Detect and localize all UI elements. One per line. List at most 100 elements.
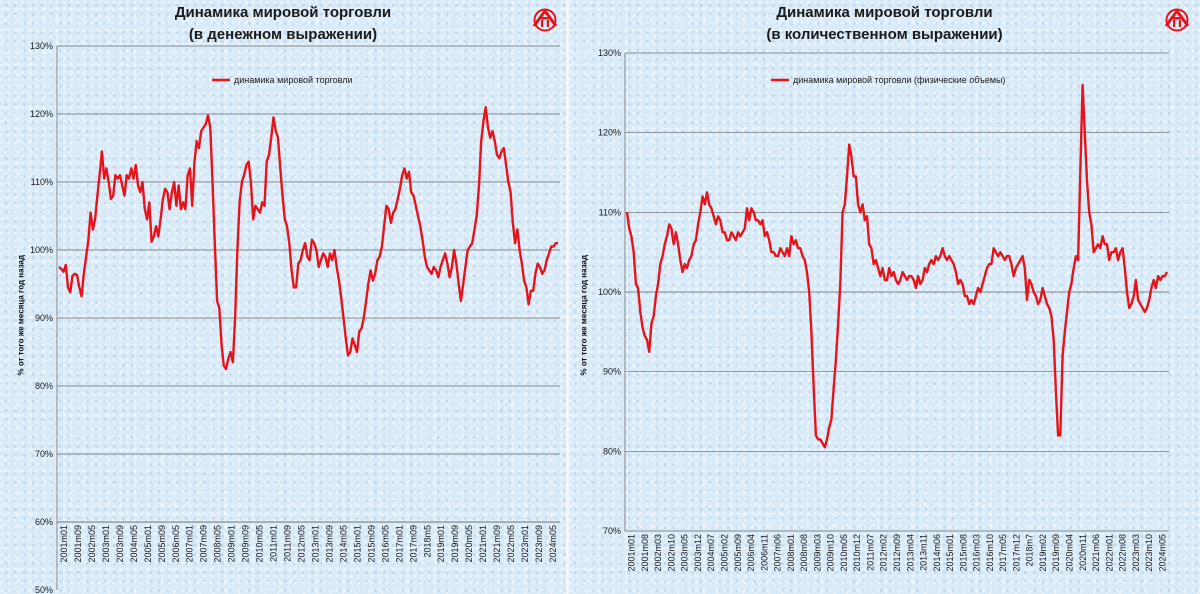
x-tick-label: 2013m01 bbox=[310, 525, 320, 563]
x-tick-label: 2010m05 bbox=[839, 534, 849, 572]
x-tick-label: 2021m09 bbox=[492, 525, 502, 563]
x-tick-label: 2005m09 bbox=[157, 525, 167, 563]
x-tick-label: 2019m09 bbox=[1051, 534, 1061, 572]
x-tick-label: 2012m09 bbox=[892, 534, 902, 572]
x-tick-label: 2015m08 bbox=[958, 534, 968, 572]
x-tick-label: 2005m09 bbox=[733, 534, 743, 572]
y-tick-label: 60% bbox=[35, 517, 53, 527]
y-tick-label: 70% bbox=[35, 449, 53, 459]
chart-title-quantity: Динамика мировой торговли (в количествен… bbox=[569, 2, 1200, 46]
company-logo-icon bbox=[1164, 8, 1190, 32]
x-tick-label: 2010m12 bbox=[852, 534, 862, 572]
x-tick-label: 2022m05 bbox=[506, 525, 516, 563]
x-tick-label: 2011m09 bbox=[283, 525, 293, 562]
x-tick-label: 2003m09 bbox=[115, 525, 125, 563]
x-tick-label: 2024m05 bbox=[548, 525, 558, 563]
x-tick-label: 2002m03 bbox=[653, 534, 663, 572]
x-tick-label: 2019m02 bbox=[1038, 534, 1048, 572]
x-tick-label: 2004m07 bbox=[706, 534, 716, 572]
x-tick-label: 2007m01 bbox=[185, 525, 195, 563]
x-tick-label: 2015m01 bbox=[352, 525, 362, 563]
x-tick-label: 2012m05 bbox=[297, 525, 307, 563]
chart-plot-value: 50% 60% 70% 80% 90% 100% 110% 120% 130% 2001m01 20… bbox=[30, 41, 560, 594]
x-tick-label: 2009m03 bbox=[812, 534, 822, 572]
x-tick-label: 2013m09 bbox=[324, 525, 334, 563]
y-tick-label: 100% bbox=[598, 287, 621, 297]
x-tick-label: 2015m09 bbox=[366, 525, 376, 563]
x-tick-label: 2013m11 bbox=[919, 534, 929, 571]
x-tick-label: 2001m01 bbox=[627, 534, 637, 572]
x-tick-label: 2016m10 bbox=[985, 534, 995, 572]
x-tick-label: 2018m5 bbox=[422, 525, 432, 558]
x-tick-label: 2011m07 bbox=[865, 534, 875, 571]
x-tick-label: 2007m09 bbox=[199, 525, 209, 563]
x-tick-label: 2022m08 bbox=[1118, 534, 1128, 572]
chart-title-line1: Динамика мировой торговли bbox=[776, 4, 993, 21]
x-tick-label: 2017m01 bbox=[394, 525, 404, 563]
x-tick-label: 2018m7 bbox=[1025, 534, 1035, 567]
y-tick-label: 70% bbox=[603, 526, 621, 536]
chart-plot-quantity: 70%80%90%100%110%120%130%2001m01 2001m08 2… bbox=[598, 48, 1169, 572]
x-tick-label: 2006m11 bbox=[759, 534, 769, 571]
x-tick-label: 2021m01 bbox=[478, 525, 488, 563]
x-tick-label: 2007m06 bbox=[773, 534, 783, 572]
y-tick-label: 130% bbox=[598, 48, 621, 58]
x-tick-label: 2009m09 bbox=[241, 525, 251, 563]
x-tick-label: 2020m04 bbox=[1064, 534, 1074, 572]
y-tick-label: 90% bbox=[603, 367, 621, 377]
chart-title-line1: Динамика мировой торговли bbox=[174, 4, 392, 21]
x-tick-label: 2023m09 bbox=[534, 525, 544, 563]
x-tick-label: 2006m04 bbox=[746, 534, 756, 572]
x-tick-label: 2023m01 bbox=[520, 525, 530, 563]
x-tick-label: 2020m05 bbox=[464, 525, 474, 563]
x-tick-label: 2008m05 bbox=[213, 525, 223, 563]
y-tick-label: 110% bbox=[599, 207, 621, 217]
x-tick-label: 2015m01 bbox=[945, 534, 955, 572]
x-tick-label: 2023m10 bbox=[1144, 534, 1154, 572]
series-line bbox=[625, 83, 1169, 449]
x-tick-label: 2019m01 bbox=[436, 525, 446, 563]
chart-title-value: Динамика мировой торговли (в денежном вы… bbox=[0, 2, 566, 46]
x-tick-label: 2013m04 bbox=[905, 534, 915, 572]
y-tick-label: 100% bbox=[30, 245, 53, 255]
x-tick-label: 2009m10 bbox=[826, 534, 836, 572]
x-tick-label: 2003m12 bbox=[693, 534, 703, 572]
x-tick-label: 2003m05 bbox=[680, 534, 690, 572]
y-tick-label: 130% bbox=[30, 41, 53, 51]
x-tick-label: 2001m09 bbox=[73, 525, 83, 563]
chart-panel-quantity: Динамика мировой торговли (в количествен… bbox=[569, 0, 1200, 594]
panel-divider bbox=[566, 0, 569, 594]
x-tick-label: 2002m10 bbox=[666, 534, 676, 572]
x-tick-label: 2004m05 bbox=[129, 525, 139, 563]
y-tick-label: 120% bbox=[598, 128, 621, 138]
x-tick-label: 2012m02 bbox=[879, 534, 889, 572]
x-tick-label: 2006m05 bbox=[171, 525, 181, 563]
x-tick-label: 2024m05 bbox=[1157, 534, 1167, 572]
x-tick-label: 2003m01 bbox=[101, 525, 111, 563]
series-line bbox=[58, 105, 558, 371]
y-tick-label: 120% bbox=[30, 109, 53, 119]
x-tick-label: 2019m09 bbox=[450, 525, 460, 563]
x-tick-label: 2011m01 bbox=[269, 525, 279, 562]
y-tick-label: 90% bbox=[35, 313, 53, 323]
x-tick-label: 2008m01 bbox=[786, 534, 796, 572]
x-tick-label: 2014m05 bbox=[338, 525, 348, 563]
x-tick-label: 2014m06 bbox=[932, 534, 942, 572]
x-tick-label: 2021m06 bbox=[1091, 534, 1101, 572]
x-tick-label: 2016m03 bbox=[972, 534, 982, 572]
chart-panel-value: Динамика мировой торговли (в денежном вы… bbox=[0, 0, 566, 594]
x-tick-label: 2020m11 bbox=[1078, 534, 1088, 571]
x-tick-label: 2022m01 bbox=[1104, 534, 1114, 572]
legend-label: динамика мировой торговли (физические об… bbox=[793, 75, 1005, 85]
chart-title-line2: (в денежном выражении) bbox=[188, 26, 378, 43]
y-tick-label: 50% bbox=[35, 585, 53, 594]
y-tick-label: 80% bbox=[35, 381, 53, 391]
x-tick-label: 2017m12 bbox=[1011, 534, 1021, 572]
company-logo-icon bbox=[532, 8, 558, 32]
x-tick-label: 2023m03 bbox=[1131, 534, 1141, 572]
x-tick-label: 2002m05 bbox=[87, 525, 97, 563]
x-tick-label: 2008m08 bbox=[799, 534, 809, 572]
y-tick-label: 80% bbox=[603, 446, 621, 456]
y-tick-label: 110% bbox=[31, 177, 53, 187]
x-tick-label: 2001m08 bbox=[640, 534, 650, 572]
